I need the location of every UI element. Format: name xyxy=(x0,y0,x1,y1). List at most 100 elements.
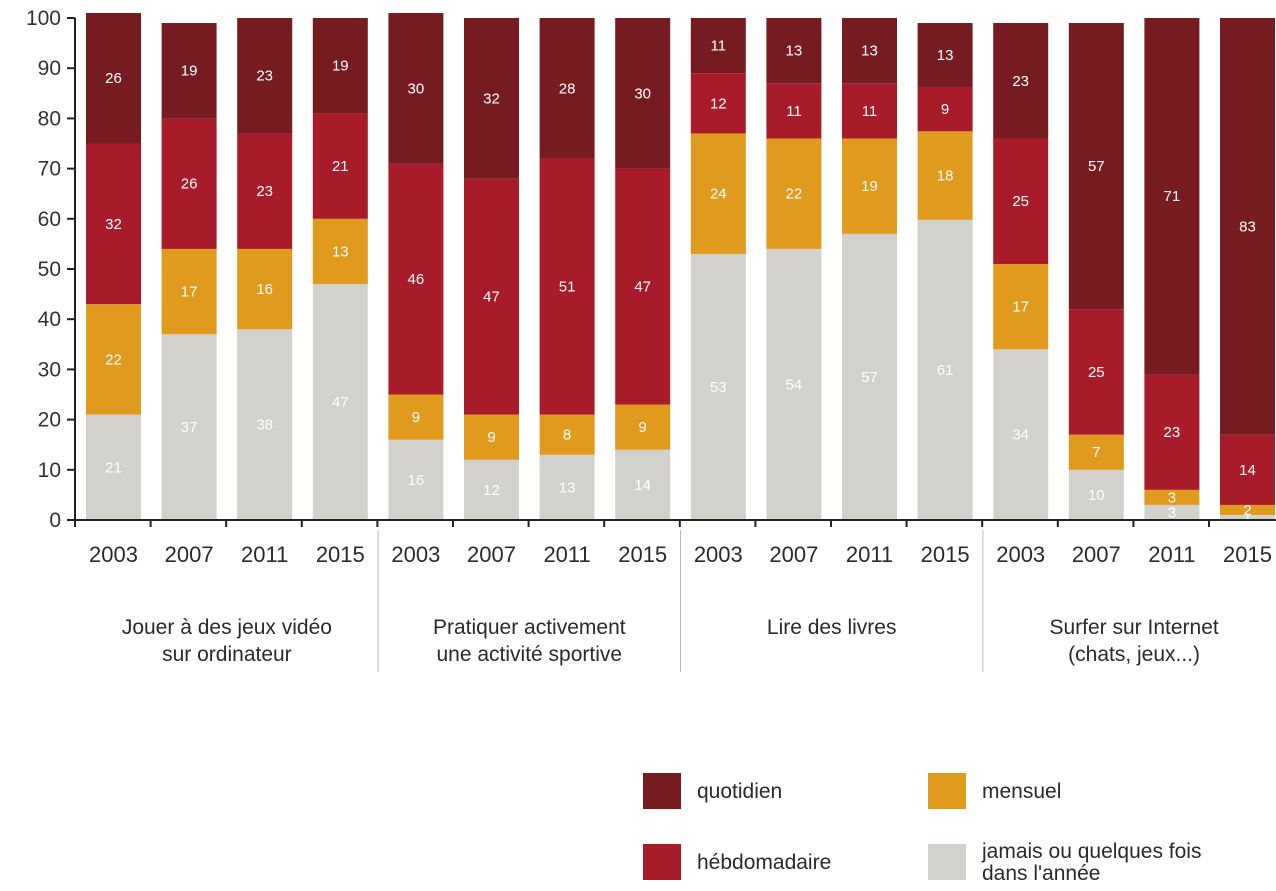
y-tick-label: 80 xyxy=(38,107,61,130)
bar-segment-quotidien xyxy=(237,18,293,134)
bar-segment-quotidien xyxy=(917,23,973,87)
y-tick-label: 70 xyxy=(38,158,61,181)
bar-segment-hebdo xyxy=(388,163,444,395)
x-tick-label: 2011 xyxy=(846,542,893,567)
data-label-hebdo: 26 xyxy=(181,176,198,193)
bar-segment-hebdo xyxy=(86,143,141,305)
bar-segment-mensuel xyxy=(1220,504,1275,515)
group-label: Lire des livres xyxy=(767,616,897,639)
legend-swatch-quotidien xyxy=(643,773,681,809)
x-tick-label: 2003 xyxy=(89,542,138,567)
data-label-quotidien: 30 xyxy=(634,85,651,102)
y-tick-label: 30 xyxy=(38,358,61,381)
y-tick-label: 60 xyxy=(38,208,61,231)
bar-segment-quotidien xyxy=(464,18,519,179)
bar-segment-hebdo xyxy=(237,133,293,249)
y-axis: 0 10 20 30 40 50 60 70 80 90 100 xyxy=(26,7,76,532)
bar-segment-jamais xyxy=(388,439,444,520)
bar-segment-mensuel xyxy=(237,248,293,330)
y-tick-label: 100 xyxy=(26,7,61,30)
data-label-hebdo: 21 xyxy=(332,158,349,175)
group-label: Jouer à des jeux vidéo xyxy=(122,616,332,639)
bar-segment-hebdo xyxy=(464,178,519,415)
y-tick-label: 0 xyxy=(49,509,61,532)
bar-segment-jamais xyxy=(842,233,897,521)
data-label-mensuel: 19 xyxy=(861,178,878,195)
x-tick-label: 2011 xyxy=(241,542,288,567)
data-label-mensuel: 9 xyxy=(487,429,495,446)
bar-segment-quotidien xyxy=(690,18,746,74)
y-tick-label: 20 xyxy=(38,409,61,432)
data-label-jamais: 54 xyxy=(786,376,803,393)
bar-segment-quotidien xyxy=(1220,18,1275,435)
bar-segment-quotidien xyxy=(766,18,822,84)
bar-segment-hebdo xyxy=(539,158,595,415)
bar-segment-jamais xyxy=(86,414,141,520)
data-label-jamais: 14 xyxy=(634,477,651,494)
data-label-jamais: 37 xyxy=(181,419,198,436)
bar-segment-quotidien xyxy=(161,23,217,119)
data-label-mensuel: 7 xyxy=(1092,444,1100,461)
data-label-quotidien: 28 xyxy=(559,80,576,97)
data-label-jamais: 1 xyxy=(1243,509,1251,526)
bar-segment-mensuel xyxy=(161,248,217,335)
group-label: une activité sportive xyxy=(436,643,622,666)
bar-segment-quotidien xyxy=(312,18,368,114)
data-label-hebdo: 23 xyxy=(256,183,273,200)
bar-segment-quotidien xyxy=(615,18,671,169)
y-tick-label: 40 xyxy=(38,308,61,331)
bar-segment-hebdo xyxy=(842,83,897,139)
bar-segment-mensuel xyxy=(464,414,519,460)
bar-segment-quotidien xyxy=(539,18,595,159)
legend-label-jamais: jamais ou quelques fois xyxy=(981,840,1201,863)
x-tick-label: 2011 xyxy=(543,542,590,567)
x-axis: 2003 2007 2011 2015 2003 2007 2011 2015 2003 2007… xyxy=(74,519,1276,672)
data-label-mensuel: 16 xyxy=(256,281,273,298)
data-label-jamais: 47 xyxy=(332,394,349,411)
bar-segment-hebdo xyxy=(917,86,973,132)
bar-segment-jamais xyxy=(161,334,217,520)
bar-segment-mensuel xyxy=(86,304,141,415)
data-label-jamais: 12 xyxy=(483,482,500,499)
data-label-jamais: 61 xyxy=(937,362,954,379)
bar-segment-mensuel xyxy=(917,131,973,220)
bar-segment-hebdo xyxy=(766,83,822,139)
bar-segment-jamais xyxy=(312,284,368,520)
bar-segment-mensuel xyxy=(993,263,1049,350)
data-label-jamais: 34 xyxy=(1012,427,1029,444)
data-label-mensuel: 18 xyxy=(937,168,954,185)
data-label-quotidien: 32 xyxy=(483,90,500,107)
bar-segment-jamais xyxy=(766,248,822,521)
group-label: (chats, jeux...) xyxy=(1068,643,1200,666)
data-label-hebdo: 23 xyxy=(1164,424,1181,441)
data-label-hebdo: 46 xyxy=(408,271,425,288)
legend-swatch-hebdo xyxy=(643,844,681,880)
data-label-quotidien: 30 xyxy=(408,80,425,97)
data-label-hebdo: 47 xyxy=(634,279,651,296)
bar-segment-quotidien xyxy=(1068,23,1124,310)
data-label-mensuel: 8 xyxy=(563,427,571,444)
y-tick-label: 10 xyxy=(38,459,61,482)
data-label-mensuel: 3 xyxy=(1168,489,1176,506)
data-label-jamais: 38 xyxy=(256,417,273,434)
x-tick-label: 2003 xyxy=(391,542,440,567)
legend-swatch-mensuel xyxy=(928,773,966,809)
data-label-quotidien: 13 xyxy=(786,43,803,60)
bar-segment-hebdo xyxy=(161,118,217,249)
bar-segment-jamais xyxy=(1220,514,1275,520)
bar-segment-hebdo xyxy=(993,138,1049,264)
legend-swatch-jamais xyxy=(928,844,966,880)
data-label-jamais: 57 xyxy=(861,369,878,386)
data-label-quotidien: 13 xyxy=(937,47,954,64)
x-tick-label: 2007 xyxy=(769,542,818,567)
data-label-mensuel: 9 xyxy=(412,409,420,426)
x-tick-label: 2015 xyxy=(316,542,365,567)
bar-segment-hebdo xyxy=(1220,434,1275,505)
x-tick-label: 2007 xyxy=(467,542,516,567)
data-label-quotidien: 83 xyxy=(1239,218,1256,235)
bar-segment-quotidien xyxy=(842,18,897,84)
data-label-jamais: 16 xyxy=(408,472,425,489)
data-label-hebdo: 51 xyxy=(559,279,576,296)
y-tick-label: 90 xyxy=(38,57,61,80)
